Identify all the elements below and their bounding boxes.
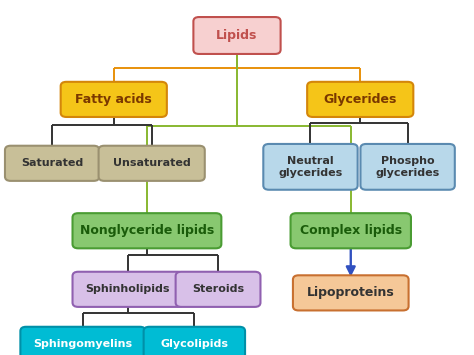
FancyBboxPatch shape bbox=[264, 144, 357, 190]
FancyBboxPatch shape bbox=[175, 272, 261, 307]
Text: Fatty acids: Fatty acids bbox=[75, 93, 152, 106]
Text: Sphingomyelins: Sphingomyelins bbox=[33, 339, 133, 349]
Text: Neutral
glycerides: Neutral glycerides bbox=[278, 156, 343, 178]
Text: Lipids: Lipids bbox=[216, 29, 258, 42]
FancyBboxPatch shape bbox=[291, 213, 411, 248]
FancyBboxPatch shape bbox=[61, 82, 167, 117]
Text: Glycolipids: Glycolipids bbox=[160, 339, 228, 349]
FancyBboxPatch shape bbox=[144, 327, 245, 355]
FancyBboxPatch shape bbox=[293, 275, 409, 310]
Text: Lipoproteins: Lipoproteins bbox=[307, 286, 395, 299]
Text: Unsaturated: Unsaturated bbox=[113, 158, 191, 168]
Text: Glycerides: Glycerides bbox=[324, 93, 397, 106]
FancyBboxPatch shape bbox=[99, 146, 205, 181]
Text: Sphinholipids: Sphinholipids bbox=[86, 284, 170, 294]
FancyBboxPatch shape bbox=[307, 82, 413, 117]
FancyBboxPatch shape bbox=[360, 144, 455, 190]
Text: Steroids: Steroids bbox=[192, 284, 244, 294]
FancyBboxPatch shape bbox=[73, 272, 183, 307]
FancyBboxPatch shape bbox=[20, 327, 146, 355]
FancyBboxPatch shape bbox=[5, 146, 99, 181]
FancyBboxPatch shape bbox=[73, 213, 221, 248]
Text: Nonglyceride lipids: Nonglyceride lipids bbox=[80, 224, 214, 237]
Text: Complex lipids: Complex lipids bbox=[300, 224, 402, 237]
Text: Phospho
glycerides: Phospho glycerides bbox=[375, 156, 440, 178]
Text: Saturated: Saturated bbox=[21, 158, 83, 168]
FancyBboxPatch shape bbox=[193, 17, 281, 54]
